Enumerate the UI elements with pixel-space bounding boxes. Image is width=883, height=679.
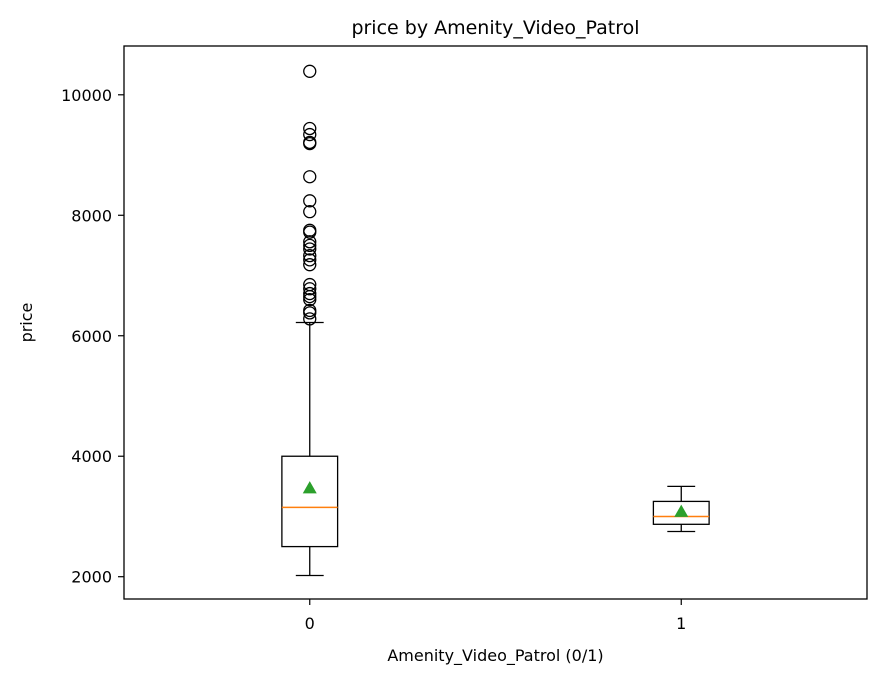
outlier-point	[303, 248, 317, 263]
outlier-point	[303, 194, 317, 208]
outlier-point	[303, 253, 317, 267]
box-group-1	[652, 485, 710, 533]
y-tick-label: 6000	[71, 327, 112, 346]
x-tick-label: 0	[305, 614, 315, 633]
x-axis-label: Amenity_Video_Patrol (0/1)	[387, 646, 603, 666]
outlier-point	[303, 312, 317, 326]
chart-title: price by Amenity_Video_Patrol	[351, 17, 639, 39]
mean-marker	[302, 481, 317, 494]
iqr-box	[652, 500, 710, 525]
y-axis-ticks: 2000 4000 6000 8000 10000	[61, 86, 124, 587]
outlier-point	[303, 205, 317, 219]
y-axis-label: price	[17, 303, 36, 343]
outlier-point	[303, 121, 317, 136]
outlier-point	[303, 277, 317, 292]
outlier-point	[303, 223, 317, 237]
y-tick-label: 10000	[61, 86, 112, 105]
y-tick-label: 2000	[71, 568, 112, 587]
outlier-point	[303, 303, 317, 318]
mean-marker	[674, 504, 689, 517]
outlier-point	[303, 127, 317, 142]
outlier-point	[303, 242, 317, 256]
outlier-point	[303, 292, 317, 307]
iqr-box	[281, 455, 339, 548]
x-tick-label: 1	[676, 614, 686, 633]
outlier-point	[303, 238, 317, 253]
y-tick-label: 8000	[71, 206, 112, 225]
outlier-point	[303, 286, 317, 301]
outlier-point	[303, 64, 317, 78]
axes-frame	[123, 45, 868, 600]
outlier-point	[303, 282, 317, 296]
plot-content	[281, 64, 710, 577]
outlier-point	[303, 135, 317, 150]
box-group-0	[281, 64, 339, 577]
outlier-point	[303, 258, 317, 272]
y-tick-label: 4000	[71, 447, 112, 466]
outlier-point	[303, 170, 317, 184]
